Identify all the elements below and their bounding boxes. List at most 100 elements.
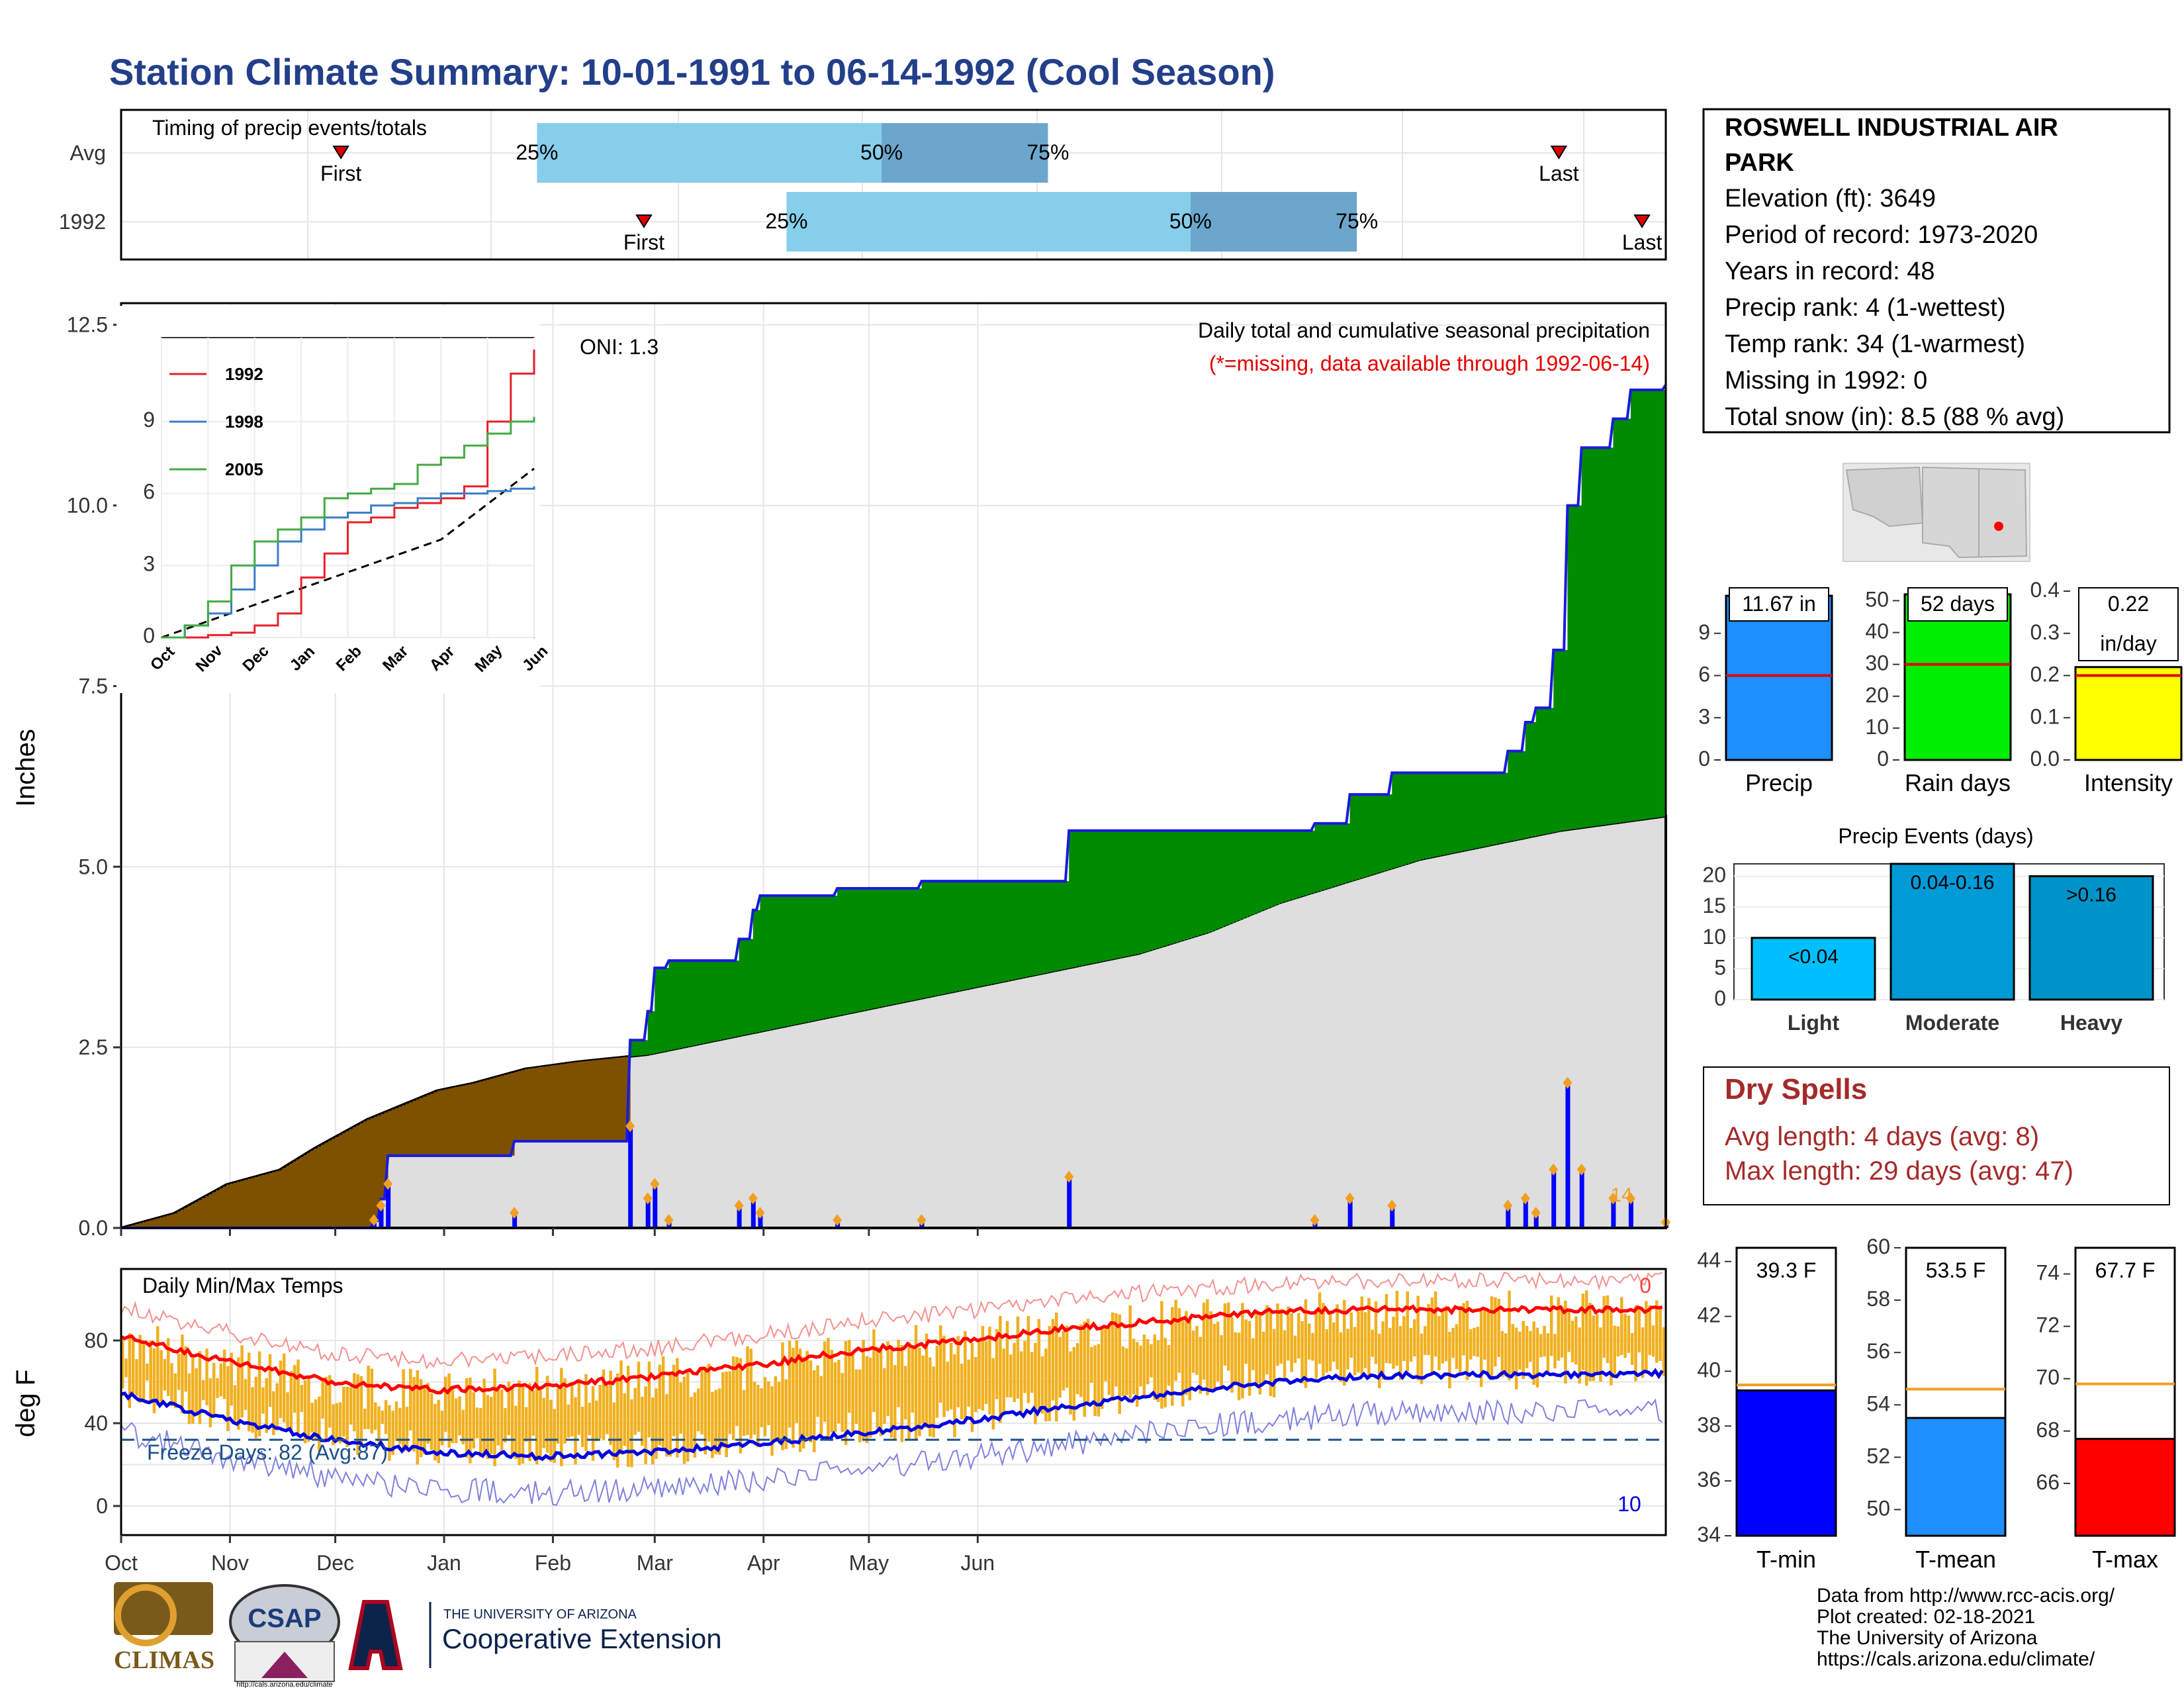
daily-temp-bar [714, 1389, 717, 1454]
daily-temp-bar [1336, 1304, 1339, 1370]
daily-temp-bar [1062, 1331, 1066, 1391]
daily-temp-bar [837, 1360, 841, 1424]
inset-average-line [161, 467, 535, 639]
temp-summary-y-tick: 34 [1697, 1523, 1721, 1546]
daily-temp-bar [1539, 1334, 1543, 1358]
temp-y-label: deg F [11, 1370, 40, 1437]
daily-temp-bar [1349, 1312, 1353, 1358]
dry-spells-title: Dry Spells [1725, 1073, 1867, 1105]
daily-temp-bar [1353, 1327, 1357, 1376]
daily-temp-bar [893, 1365, 897, 1439]
daily-temp-bar [1469, 1329, 1473, 1360]
daily-temp-bar [679, 1382, 682, 1434]
temp-summary-y-tick: 66 [2036, 1470, 2060, 1494]
daily-temp-bar [1314, 1312, 1318, 1379]
daily-temp-bar [461, 1409, 465, 1444]
dry-max-length: Max length: 29 days (avg: 47) [1725, 1156, 2073, 1186]
daily-temp-bar [1272, 1329, 1276, 1397]
daily-temp-bar [1385, 1293, 1388, 1364]
daily-temp-bar [1613, 1325, 1616, 1375]
events-bar-label: Moderate [1905, 1011, 1999, 1035]
daily-temp-bar [482, 1378, 486, 1456]
daily-temp-bar [1570, 1321, 1574, 1362]
temp-summary-y-tick: 74 [2036, 1261, 2060, 1285]
station-detail-line: Missing in 1992: 0 [1725, 367, 1927, 395]
daily-temp-bar [1448, 1331, 1451, 1389]
oni-label: ONI: 1.3 [580, 335, 659, 359]
summary-bar [2074, 666, 2183, 761]
daily-temp-bar [623, 1393, 627, 1446]
daily-temp-bar [391, 1411, 394, 1455]
daily-temp-bar [1532, 1321, 1535, 1385]
daily-temp-bar [212, 1362, 216, 1417]
daily-temp-bar [1255, 1310, 1258, 1387]
daily-temp-bar [1444, 1305, 1448, 1362]
event-marker [1345, 1192, 1355, 1205]
daily-temp-bar [580, 1407, 584, 1447]
daily-temp-bar [1293, 1335, 1297, 1364]
daily-temp-bar [1244, 1319, 1248, 1364]
daily-temp-bar [728, 1371, 732, 1434]
daily-temp-bar [960, 1364, 964, 1420]
timing-bars: 25% 50% 75% First Last 25% 50% 75% First Last [320, 123, 1662, 254]
events-bar [2028, 875, 2154, 1001]
event-marker [748, 1192, 758, 1205]
inset-plot: Oct Nov Dec Jan Feb Mar Apr May Jun0369199219982… [143, 337, 551, 676]
daily-temp-bar [1034, 1342, 1037, 1425]
daily-temp-bar [588, 1403, 592, 1435]
daily-temp-bar [921, 1355, 925, 1424]
events-y-tick: 5 [1714, 955, 1726, 979]
daily-temp-bar [216, 1378, 219, 1398]
events-plot: 0 5 10 15 20 <0.04 Light 0.04-0.16 Moderate >0.16… [1702, 863, 2165, 1035]
daily-temp-bar [812, 1370, 816, 1452]
daily-temp-bar [630, 1399, 633, 1468]
p25-label: 25% [516, 140, 558, 164]
daily-temp-bar [876, 1346, 879, 1429]
daily-precip-bar [1565, 1083, 1570, 1228]
daily-temp-bar [1115, 1313, 1118, 1387]
temp-daily-range-bars [121, 1290, 1666, 1468]
daily-precip-bars [369, 1076, 1670, 1229]
daily-temp-bar [1121, 1346, 1125, 1396]
daily-temp-bar [128, 1333, 132, 1408]
daily-temp-bar [725, 1372, 728, 1458]
daily-temp-bar [704, 1366, 707, 1455]
station-detail-line: Precip rank: 4 (1-wettest) [1725, 294, 2005, 322]
daily-temp-bar [1216, 1321, 1220, 1382]
daily-temp-bar [230, 1352, 233, 1406]
daily-temp-bar [731, 1356, 735, 1440]
daily-temp-bar [999, 1315, 1002, 1423]
temp-summary-bars: 39.3 F 34 36 38 40 42 44 T-min 53.5 F 50 52 54 56 58 6… [1697, 1235, 2176, 1573]
daily-temp-bar [1648, 1305, 1651, 1356]
station-detail-line: Period of record: 1973-2020 [1725, 221, 2038, 249]
precip-y-tick: 0.0 [79, 1216, 108, 1240]
daily-precip-bar [653, 1184, 658, 1228]
daily-temp-bar [749, 1348, 753, 1439]
daily-temp-bar [584, 1374, 588, 1452]
daily-temp-bar [1420, 1333, 1424, 1384]
daily-temp-bar [1332, 1322, 1336, 1362]
daily-temp-bar [514, 1405, 518, 1460]
daily-temp-bar [465, 1378, 469, 1458]
daily-temp-bar [233, 1385, 237, 1422]
daily-temp-bar [318, 1396, 321, 1452]
inset-legend-label: 1992 [225, 364, 263, 384]
daily-temp-bar [967, 1359, 970, 1407]
events-y-tick: 20 [1702, 863, 1726, 887]
daily-temp-bar [598, 1385, 602, 1439]
daily-temp-bar [609, 1370, 612, 1445]
daily-temp-bar [918, 1347, 921, 1436]
event-marker [1310, 1214, 1320, 1227]
footer-credit-line: The University of Arizona [1817, 1627, 2038, 1649]
daily-temp-bar [567, 1404, 570, 1438]
event-marker [376, 1199, 386, 1212]
daily-temp-bar [644, 1386, 647, 1464]
daily-temp-bar [1483, 1310, 1486, 1360]
daily-temp-bar [293, 1365, 296, 1413]
daily-temp-bar [1177, 1308, 1181, 1373]
daily-temp-bar [1371, 1329, 1374, 1357]
daily-temp-bar [742, 1389, 746, 1436]
daily-temp-bar [770, 1386, 774, 1456]
temp-summary-y-tick: 44 [1697, 1248, 1721, 1272]
temp-y-tick: 0 [96, 1494, 108, 1518]
